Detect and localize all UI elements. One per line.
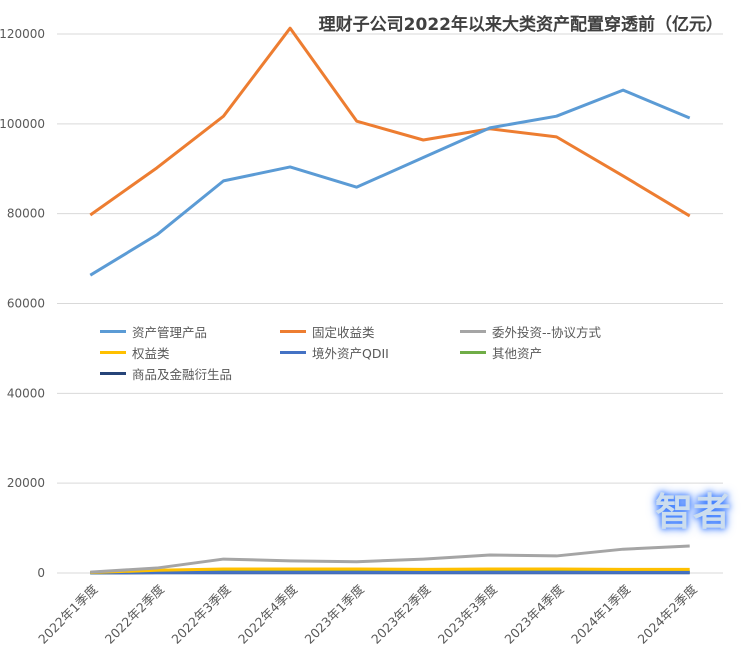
legend-item: 固定收益类 <box>280 322 375 341</box>
legend-item: 其他资产 <box>460 343 542 362</box>
legend-swatch <box>100 372 126 375</box>
series-line-委外投资--协议方式 <box>90 544 690 574</box>
x-tick-label: 2023年2季度 <box>368 581 434 647</box>
y-tick-label: 100000 <box>0 117 45 131</box>
legend-swatch <box>100 351 126 354</box>
legend-label: 其他资产 <box>492 346 543 361</box>
legend-swatch <box>280 330 306 333</box>
legend-swatch <box>460 351 486 354</box>
y-tick-label: 60000 <box>7 297 45 311</box>
x-tick-label: 2022年4季度 <box>235 581 301 647</box>
legend-swatch <box>460 330 486 333</box>
legend-swatch <box>100 330 126 333</box>
legend-label: 境外资产QDII <box>312 346 389 361</box>
series-line-权益类 <box>90 567 690 575</box>
x-tick-label: 2023年3季度 <box>435 581 501 647</box>
legend-item: 委外投资--协议方式 <box>460 322 601 341</box>
chart-title: 理财子公司2022年以来大类资产配置穿透前（亿元） <box>318 15 723 35</box>
legend-item: 权益类 <box>100 343 170 362</box>
y-tick-label: 80000 <box>7 207 45 221</box>
legend-item: 商品及金融衍生品 <box>100 364 232 383</box>
legend-label: 委外投资--协议方式 <box>492 325 602 340</box>
legend-item: 资产管理产品 <box>100 322 207 341</box>
legend-swatch <box>280 351 306 354</box>
legend-label: 权益类 <box>132 346 170 361</box>
x-tick-label: 2024年1季度 <box>568 581 634 647</box>
legend-label: 固定收益类 <box>312 325 375 340</box>
watermark-logo: 智者 <box>655 490 732 534</box>
x-tick-label: 2024年2季度 <box>635 581 701 647</box>
y-tick-label: 20000 <box>7 476 45 490</box>
legend-item: 境外资产QDII <box>280 343 389 362</box>
series-line-资产管理产品 <box>89 88 691 277</box>
x-tick-label: 2022年2季度 <box>102 581 168 647</box>
x-tick-label: 2023年1季度 <box>302 581 368 647</box>
y-tick-label: 40000 <box>7 386 45 400</box>
x-tick-label: 2022年3季度 <box>168 581 234 647</box>
y-tick-label: 120000 <box>0 27 45 41</box>
legend-label: 资产管理产品 <box>132 325 208 340</box>
legend-label: 商品及金融衍生品 <box>132 367 233 382</box>
series-line-固定收益类 <box>89 26 691 218</box>
y-tick-label: 0 <box>37 566 45 580</box>
x-tick-label: 2023年4季度 <box>501 581 567 647</box>
x-tick-label: 2022年1季度 <box>35 581 101 647</box>
